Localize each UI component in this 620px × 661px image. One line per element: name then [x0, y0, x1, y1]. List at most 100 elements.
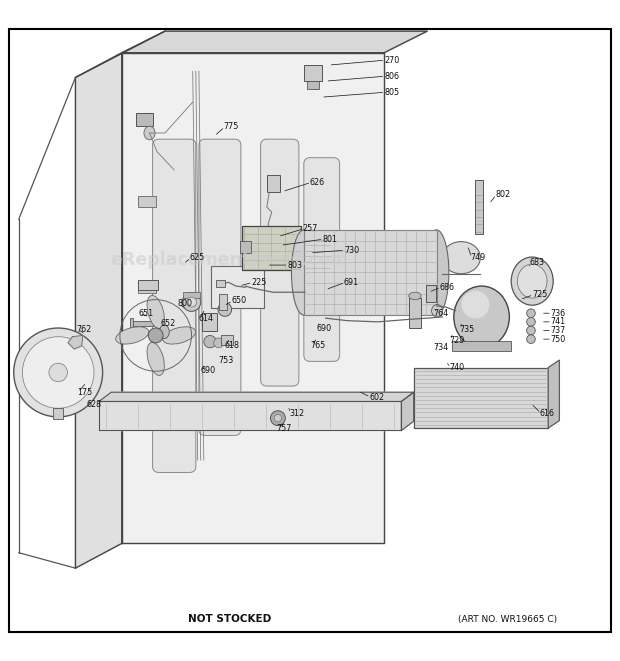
- Polygon shape: [76, 53, 122, 568]
- Circle shape: [526, 335, 535, 344]
- Text: 690: 690: [316, 323, 331, 332]
- Text: 652: 652: [161, 319, 176, 328]
- Text: 270: 270: [384, 56, 399, 65]
- Text: 803: 803: [287, 260, 302, 270]
- Polygon shape: [401, 392, 414, 430]
- Circle shape: [148, 328, 163, 343]
- Bar: [131, 321, 153, 326]
- Bar: [136, 113, 153, 126]
- Circle shape: [49, 363, 68, 382]
- FancyBboxPatch shape: [304, 158, 340, 362]
- Text: 312: 312: [289, 408, 304, 418]
- Text: 765: 765: [310, 341, 326, 350]
- Text: 618: 618: [225, 341, 240, 350]
- Text: 690: 690: [200, 366, 215, 375]
- Bar: [216, 280, 225, 288]
- Bar: [202, 313, 218, 330]
- Text: 749: 749: [471, 253, 485, 262]
- Text: 737: 737: [551, 326, 566, 335]
- Text: 800: 800: [177, 299, 192, 309]
- Bar: [304, 230, 436, 315]
- Ellipse shape: [147, 342, 164, 375]
- Bar: [267, 175, 280, 192]
- Text: 225: 225: [251, 278, 267, 287]
- Circle shape: [274, 414, 281, 422]
- Text: NOT STOCKED: NOT STOCKED: [188, 614, 272, 624]
- Text: 764: 764: [433, 309, 448, 318]
- Bar: [183, 292, 200, 298]
- Text: 257: 257: [303, 224, 318, 233]
- Ellipse shape: [409, 292, 421, 299]
- Text: 736: 736: [551, 309, 566, 318]
- Text: 628: 628: [87, 400, 102, 409]
- Text: 735: 735: [459, 325, 475, 334]
- Text: 651: 651: [138, 309, 154, 318]
- Text: 740: 740: [450, 363, 464, 372]
- Text: 757: 757: [277, 424, 292, 433]
- FancyBboxPatch shape: [260, 139, 299, 386]
- Ellipse shape: [291, 230, 316, 315]
- Ellipse shape: [182, 293, 201, 311]
- Ellipse shape: [512, 257, 553, 305]
- Text: 616: 616: [539, 408, 555, 418]
- Text: 691: 691: [344, 278, 359, 287]
- Text: 741: 741: [551, 317, 566, 327]
- Text: 806: 806: [384, 71, 399, 81]
- Bar: [130, 318, 133, 330]
- Polygon shape: [99, 401, 401, 430]
- Text: 602: 602: [370, 393, 384, 402]
- Polygon shape: [122, 31, 427, 53]
- Circle shape: [526, 317, 535, 326]
- Ellipse shape: [218, 303, 232, 317]
- Bar: [138, 282, 156, 293]
- Text: 626: 626: [310, 178, 325, 187]
- Circle shape: [204, 335, 216, 348]
- Polygon shape: [68, 335, 83, 349]
- Bar: [240, 241, 250, 253]
- Text: 805: 805: [384, 88, 399, 97]
- Ellipse shape: [517, 264, 547, 298]
- Text: 614: 614: [199, 314, 214, 323]
- Text: 175: 175: [77, 388, 92, 397]
- Text: 802: 802: [495, 190, 510, 199]
- Text: 625: 625: [190, 253, 205, 262]
- Ellipse shape: [187, 297, 197, 307]
- Text: (ART NO. WR19665 C): (ART NO. WR19665 C): [458, 615, 557, 624]
- Bar: [426, 285, 436, 302]
- Circle shape: [22, 336, 94, 408]
- Ellipse shape: [147, 295, 164, 329]
- Circle shape: [14, 328, 103, 417]
- Ellipse shape: [116, 327, 149, 344]
- Ellipse shape: [454, 286, 510, 348]
- Circle shape: [270, 410, 285, 426]
- Ellipse shape: [159, 325, 169, 338]
- Text: 683: 683: [529, 258, 544, 267]
- Bar: [409, 298, 421, 328]
- Text: eReplacementParts.com: eReplacementParts.com: [110, 251, 349, 268]
- FancyBboxPatch shape: [153, 139, 196, 473]
- Ellipse shape: [144, 126, 155, 139]
- Bar: [476, 180, 483, 234]
- Bar: [221, 335, 234, 345]
- Bar: [242, 225, 301, 270]
- Bar: [219, 294, 227, 309]
- Bar: [452, 341, 511, 351]
- Ellipse shape: [432, 305, 443, 317]
- Bar: [138, 196, 156, 207]
- Polygon shape: [548, 360, 559, 428]
- Ellipse shape: [424, 230, 449, 315]
- Bar: [211, 266, 264, 308]
- Text: 734: 734: [433, 343, 448, 352]
- Ellipse shape: [461, 291, 489, 319]
- Text: 650: 650: [232, 296, 247, 305]
- Bar: [307, 81, 319, 89]
- Bar: [414, 368, 548, 428]
- Polygon shape: [99, 392, 414, 401]
- Circle shape: [526, 309, 535, 317]
- Circle shape: [526, 326, 535, 335]
- Text: 753: 753: [219, 356, 234, 365]
- Ellipse shape: [442, 242, 481, 274]
- Text: 750: 750: [551, 334, 566, 344]
- Ellipse shape: [162, 327, 196, 344]
- Polygon shape: [122, 53, 384, 543]
